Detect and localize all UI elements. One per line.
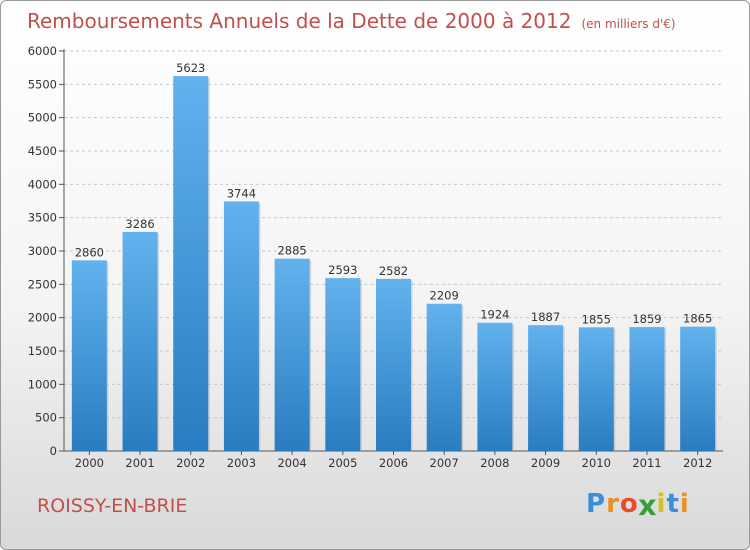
city-name: ROISSY-EN-BRIE: [37, 495, 188, 517]
title-unit: (en milliers d'€): [581, 17, 676, 31]
bar-2003: [223, 201, 259, 451]
x-tick-label: 2009: [531, 456, 560, 470]
data-label: 2593: [328, 263, 357, 277]
y-tick-label: 3500: [28, 211, 57, 225]
x-tick-label: 2001: [125, 456, 154, 470]
bar-2006: [376, 278, 411, 451]
x-tick-label: 2006: [379, 456, 408, 470]
y-tick-label: 4000: [28, 177, 57, 191]
y-tick-label: 500: [35, 411, 57, 425]
x-tick-label: 2003: [227, 456, 256, 470]
bar-2007: [426, 303, 462, 451]
bar-2001: [122, 231, 158, 451]
x-tick-label: 2004: [277, 456, 306, 470]
y-tick-label: 3000: [28, 244, 57, 258]
data-label: 1859: [632, 312, 661, 326]
data-label: 5623: [176, 61, 205, 75]
chart-title: Remboursements Annuels de la Dette de 20…: [27, 9, 676, 33]
y-tick-label: 6000: [28, 44, 57, 58]
bar-2011: [629, 327, 665, 451]
data-label: 1924: [480, 308, 509, 322]
bar-2010: [578, 327, 614, 451]
y-tick-label: 1500: [28, 344, 57, 358]
bar-2009: [528, 325, 564, 451]
y-tick-label: 5000: [28, 111, 57, 125]
x-tick-label: 2002: [176, 456, 205, 470]
y-tick-label: 5500: [28, 77, 57, 91]
x-tick-label: 2007: [430, 456, 459, 470]
proxiti-logo[interactable]: Proxiti: [586, 489, 690, 523]
data-label: 2885: [277, 244, 306, 258]
data-labels: 2860 3286 5623 3744 2885 2593 2582 2209 1924 1887…: [75, 61, 713, 326]
title-main: Remboursements Annuels de la Dette de 20…: [27, 9, 572, 33]
data-label: 2860: [75, 245, 104, 259]
y-tick-label: 1000: [28, 377, 57, 391]
y-tick-label: 4500: [28, 144, 57, 158]
y-tick-label: 2500: [28, 277, 57, 291]
x-tick-label: 2008: [480, 456, 509, 470]
x-tick-label: 2000: [75, 456, 104, 470]
x-tick-label: 2005: [328, 456, 357, 470]
data-label: 2582: [379, 264, 408, 278]
x-tick-label: 2011: [632, 456, 661, 470]
x-tick-label: 2010: [582, 456, 611, 470]
bar-2004: [274, 258, 310, 451]
bar-2005: [325, 278, 361, 451]
y-tick-label: 0: [50, 444, 57, 458]
bar-2008: [477, 322, 513, 451]
data-label: 3286: [125, 217, 154, 231]
bar-2000: [71, 260, 107, 451]
data-label: 1855: [582, 312, 611, 326]
bar-2012: [680, 326, 716, 451]
data-label: 3744: [227, 186, 256, 200]
bar-2002: [173, 76, 209, 451]
data-label: 1865: [683, 312, 712, 326]
x-tick-label: 2012: [683, 456, 712, 470]
y-tick-label: 2000: [28, 311, 57, 325]
data-label: 1887: [531, 310, 560, 324]
bars: [71, 76, 717, 451]
axes: 0 500 1000 1500 2000 2500 3000 3500 4000 4500 5000…: [28, 44, 723, 470]
data-label: 2209: [430, 289, 459, 303]
